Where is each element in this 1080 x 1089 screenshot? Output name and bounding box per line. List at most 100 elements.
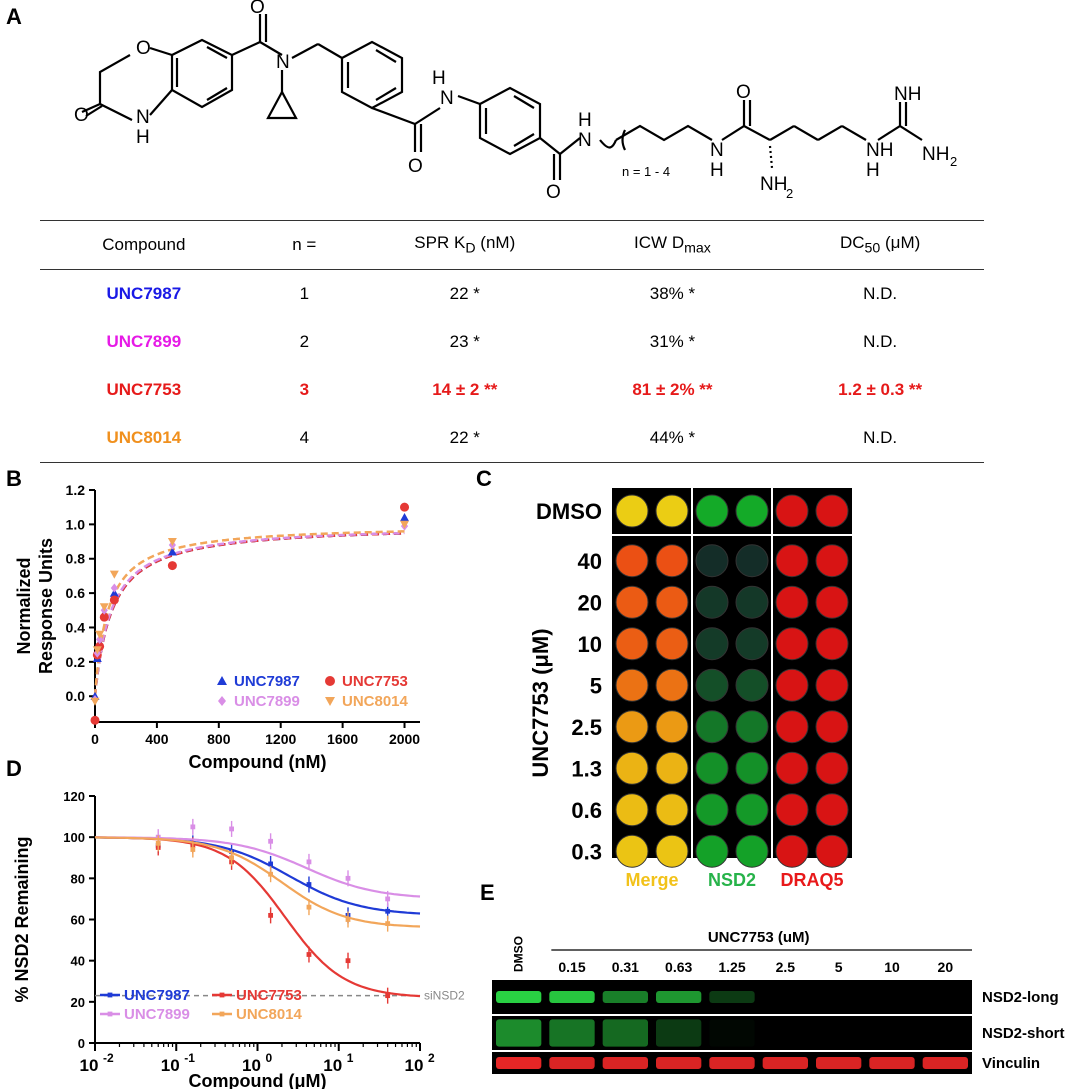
lane-label: 0.63 — [665, 959, 692, 975]
cell-n: 4 — [247, 414, 361, 463]
x-tick-label: 10 — [80, 1056, 99, 1075]
cell-dc50: N.D. — [863, 284, 898, 303]
x-tick-exponent: -2 — [103, 1051, 114, 1065]
well-draq5 — [775, 668, 809, 702]
y-axis-title: Response Units — [36, 538, 56, 674]
well-merge — [615, 627, 649, 661]
x-tick-exponent: 0 — [266, 1051, 273, 1065]
well-draq5 — [815, 751, 849, 785]
cell-icw-dmax: 31% * — [649, 332, 696, 351]
cell-dc50: N.D. — [863, 332, 898, 351]
well-draq5 — [815, 668, 849, 702]
x-tick-label: 10 — [161, 1056, 180, 1075]
cell-n: 2 — [299, 332, 310, 351]
well-draq5 — [815, 834, 849, 868]
atom-label: N — [710, 140, 724, 161]
fit-curve-unc8014 — [93, 530, 405, 697]
band-vinculin — [922, 1056, 968, 1070]
well-merge — [615, 494, 649, 528]
chemical-structure: O O N O H N H O N H O N H O N H NH NH NH… — [74, 0, 957, 203]
cell-icw-dmax: 44% * — [568, 414, 777, 463]
atom-subscript: 2 — [786, 186, 793, 201]
data-point-unc8014 — [229, 855, 235, 861]
data-point-unc7753 — [167, 561, 177, 571]
band-vinculin — [762, 1056, 808, 1070]
lane-label: 0.15 — [558, 959, 585, 975]
legend-label: UNC8014 — [236, 1006, 303, 1023]
atom-label: N — [276, 52, 290, 73]
x-tick-label: 2000 — [389, 731, 420, 747]
band-vinculin — [869, 1056, 915, 1070]
structure-atoms: O O N O H N H O N H O N H O N H NH NH NH… — [74, 0, 957, 203]
cell-spr-kd: 14 ± 2 ** — [432, 380, 498, 399]
legend-label: UNC7753 — [236, 987, 302, 1004]
header-spr-main: SPR K — [414, 233, 466, 253]
band-vinculin — [709, 1056, 755, 1070]
well-merge — [615, 668, 649, 702]
structure-bonds — [81, 14, 923, 180]
plate-row-label: DMSO — [536, 499, 602, 524]
well-merge — [615, 585, 649, 619]
atom-label: O — [74, 105, 89, 126]
y-tick-label: 100 — [63, 830, 85, 845]
panel-label-d: D — [6, 756, 22, 781]
header-dc-sub: 50 — [864, 240, 881, 257]
header-spr: SPR KD (nM) — [360, 220, 569, 270]
western-blot: DMSO UNC7753 (uM) 0.15 0.31 0.63 1.25 2.5 5 10 20… — [492, 929, 1065, 1074]
atom-label: NH — [866, 140, 893, 161]
header-spr-unit: (nM) — [475, 233, 516, 253]
data-point-unc8014 — [385, 921, 391, 927]
band-vinculin — [602, 1056, 648, 1070]
x-tick-label: 1200 — [265, 731, 296, 747]
legend-marker — [218, 696, 226, 706]
legend-marker — [219, 1011, 225, 1017]
plate-row-label: 5 — [590, 673, 602, 698]
data-point-unc7753 — [306, 952, 312, 957]
well-draq5 — [815, 627, 849, 661]
legend-marker — [107, 992, 113, 998]
well-nsd2 — [735, 544, 769, 578]
channel-label-merge: Merge — [625, 870, 678, 890]
cell-icw-dmax: 81 ± 2% ** — [632, 380, 713, 399]
data-point-unc7753 — [385, 993, 391, 999]
band-label: Vinculin — [982, 1055, 1040, 1072]
atom-label: NH — [894, 84, 921, 105]
data-point-unc7753 — [99, 612, 109, 622]
cell-dc50: 1.2 ± 0.3 ** — [838, 380, 923, 399]
well-draq5 — [815, 585, 849, 619]
panel-label-e: E — [480, 880, 495, 905]
dmso-lane-label: DMSO — [512, 936, 526, 972]
legend-label: UNC7899 — [124, 1006, 190, 1023]
well-draq5 — [775, 585, 809, 619]
plate-row-label: 2.5 — [571, 715, 602, 740]
well-merge — [655, 494, 689, 528]
channel-label-draq5: DRAQ5 — [780, 870, 843, 890]
data-point-unc8014 — [167, 537, 177, 547]
fit-curve-unc7899 — [93, 531, 405, 697]
lane-label: 0.31 — [612, 959, 639, 975]
plate-row-label: 10 — [578, 632, 602, 657]
cell-compound: UNC8014 — [40, 414, 248, 463]
fit-curve-unc8014 — [94, 836, 421, 928]
header-icw: ICW Dmax — [568, 220, 777, 270]
well-draq5 — [815, 544, 849, 578]
y-tick-label: 80 — [71, 871, 85, 886]
table-row: UNC7753 3 14 ± 2 ** 81 ± 2% ** 1.2 ± 0.3 ** — [40, 366, 984, 414]
data-point-unc8014 — [345, 917, 351, 922]
well-nsd2 — [735, 585, 769, 619]
cell-compound: UNC7987 — [106, 284, 182, 303]
data-point-unc7987 — [400, 512, 410, 522]
cell-n: 1 — [299, 284, 310, 303]
atom-label: NH — [922, 144, 949, 165]
well-nsd2 — [735, 793, 769, 827]
well-merge — [615, 544, 649, 578]
y-tick-label: 0.8 — [66, 551, 86, 567]
band-nsd2-long — [496, 991, 542, 1003]
data-point-unc7987 — [306, 882, 312, 887]
plate-row-label: 1.3 — [571, 756, 602, 781]
band-nsd2-long — [602, 991, 648, 1003]
atom-label: H — [432, 68, 446, 89]
x-tick-label: 0 — [91, 731, 99, 747]
atom-label: NH — [760, 174, 787, 195]
